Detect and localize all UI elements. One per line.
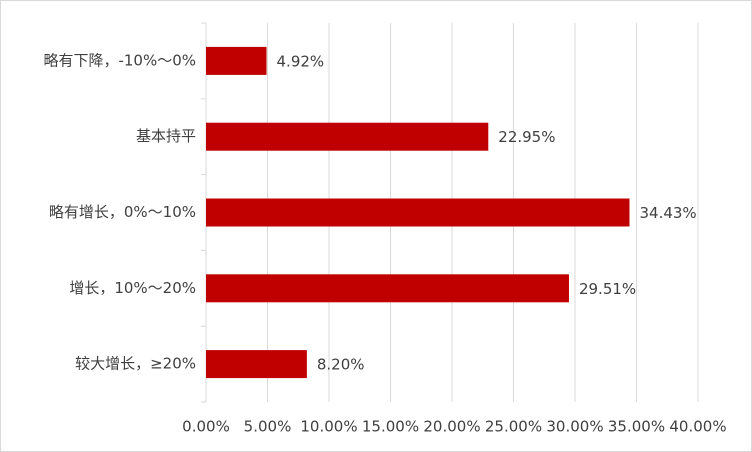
x-tick-label: 30.00%	[546, 418, 603, 436]
bar	[206, 46, 267, 75]
x-tick-label: 20.00%	[423, 418, 480, 436]
bar	[206, 274, 569, 303]
x-tick-label: 10.00%	[300, 418, 357, 436]
y-tick-label: 略有下降，-10%～0%	[43, 51, 196, 69]
x-tick-label: 25.00%	[485, 418, 542, 436]
bar	[206, 198, 630, 227]
value-label: 34.43%	[639, 204, 696, 222]
y-tick-label: 增长，10%～20%	[69, 279, 196, 297]
x-tick-label: 40.00%	[669, 418, 726, 436]
x-tick-label: 5.00%	[244, 418, 292, 436]
value-label: 8.20%	[317, 356, 365, 374]
x-tick-label: 0.00%	[182, 418, 230, 436]
x-tick-label: 35.00%	[608, 418, 665, 436]
value-label: 22.95%	[498, 128, 555, 146]
value-label: 29.51%	[579, 280, 636, 298]
bar	[206, 350, 307, 379]
value-label: 4.92%	[277, 52, 325, 70]
y-tick-label: 略有增长，0%～10%	[49, 203, 196, 221]
x-tick-label: 15.00%	[362, 418, 419, 436]
y-tick-label: 较大增长，≥20%	[75, 355, 196, 373]
y-tick-label: 基本持平	[136, 127, 196, 145]
bar	[206, 122, 489, 151]
